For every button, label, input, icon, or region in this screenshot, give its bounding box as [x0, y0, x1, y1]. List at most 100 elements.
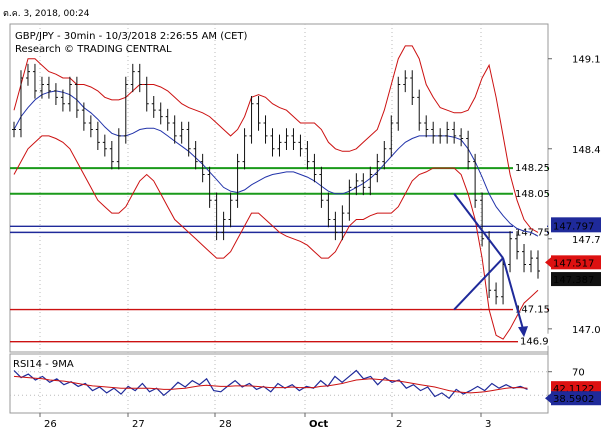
price-bar — [46, 76, 51, 99]
price-bar — [88, 115, 93, 138]
last-price-pointer — [545, 257, 551, 268]
forecast-arrow-head — [518, 326, 529, 338]
price-bar — [375, 153, 380, 183]
price-bar — [417, 89, 422, 131]
price-bar — [270, 128, 275, 157]
chart-title: GBP/JPY - 30min - 10/3/2018 2:26:55 AM (… — [15, 31, 248, 42]
chart-subtitle: Research © TRADING CENTRAL — [15, 44, 172, 55]
price-bar — [515, 231, 520, 260]
bollinger-lower-line — [13, 135, 539, 340]
price-bar — [95, 121, 100, 151]
price-bar — [389, 115, 394, 157]
price-bar — [74, 76, 79, 118]
level-label-2: 147.797 — [553, 221, 594, 232]
price-bar — [158, 102, 163, 125]
price-bar — [438, 128, 443, 144]
price-bar — [354, 173, 359, 196]
level-label-4: 147.15 — [515, 305, 550, 316]
price-bar — [256, 96, 261, 131]
y-tick-label-2: 147.7 — [572, 235, 601, 246]
price-bar — [536, 250, 540, 279]
price-bar — [32, 63, 37, 99]
bollinger-upper-line — [13, 45, 539, 233]
price-bar — [151, 96, 156, 118]
price-bar — [473, 153, 478, 208]
price-bar — [333, 211, 338, 241]
rsi-tick-label-0: 70 — [572, 368, 585, 379]
price-bar — [165, 108, 170, 131]
price-bar — [305, 141, 310, 170]
price-bar — [109, 141, 114, 170]
price-bar — [326, 192, 331, 228]
rsi-ma-value-box — [551, 391, 601, 406]
price-bar — [193, 141, 198, 170]
main-panel-frame — [9, 23, 549, 353]
price-bar — [130, 63, 135, 93]
price-bar — [172, 115, 177, 144]
x-tick-label-3: Oct — [309, 419, 328, 430]
rsi-value-label: 42.1122 — [553, 384, 594, 395]
level-label-1: 148.05 — [515, 189, 550, 200]
price-bar — [228, 192, 233, 228]
price-bar — [249, 96, 254, 144]
last-price-box — [551, 255, 601, 270]
price-bar — [25, 63, 30, 86]
y-tick-label-1: 148.4 — [572, 145, 601, 156]
price-bar — [102, 134, 107, 157]
price-bar — [522, 243, 527, 273]
last-price-label: 147.517 — [553, 258, 594, 269]
price-bar — [144, 76, 149, 112]
trendline-upper — [453, 193, 504, 259]
rsi-ma-line — [13, 375, 528, 394]
price-bar — [200, 153, 205, 183]
price-bar — [347, 179, 352, 221]
moving-average-line — [13, 90, 539, 237]
price-bar — [319, 166, 324, 208]
price-bar — [382, 141, 387, 170]
level-label-bg-4 — [513, 301, 547, 314]
price-bar — [221, 211, 226, 241]
price-bar — [12, 121, 16, 138]
price-bar — [529, 250, 534, 273]
rsi-title: RSI14 - 9MA — [13, 359, 74, 370]
price-bar — [81, 102, 86, 131]
level-label-bg-3 — [513, 224, 547, 237]
price-bar — [137, 63, 142, 93]
price-bar — [179, 121, 184, 144]
price-bar — [53, 83, 58, 106]
x-tick-label-4: 2 — [396, 419, 402, 430]
rsi-ma-pointer — [545, 393, 551, 404]
price-bar — [116, 128, 121, 170]
price-bar — [18, 70, 23, 138]
secondary-price-box — [551, 272, 601, 287]
price-bar — [452, 121, 457, 144]
level-label-bg-0 — [513, 160, 547, 173]
rsi-panel-frame — [9, 353, 549, 414]
price-bar — [312, 153, 317, 183]
y-tick-label-3: 147.0 — [572, 325, 601, 336]
price-bar — [263, 115, 268, 144]
price-bar — [459, 128, 464, 147]
x-tick-label-2: 28 — [219, 419, 232, 430]
price-bars — [12, 63, 540, 305]
price-bar — [480, 192, 485, 247]
rsi-ma-value-label: 38.5902 — [553, 394, 594, 405]
price-bar — [67, 76, 72, 112]
trendline-lower — [453, 257, 504, 311]
level-label-5: 146.9 — [520, 337, 549, 348]
rsi-line — [13, 369, 528, 400]
level-box-2 — [551, 217, 601, 233]
price-bar — [508, 231, 513, 273]
price-bar — [466, 130, 471, 170]
timestamp: ต.ค. 3, 2018, 00:24 — [3, 9, 90, 19]
price-bar — [277, 134, 282, 157]
level-label-bg-5 — [518, 333, 552, 346]
price-bar — [291, 128, 296, 151]
price-bar — [410, 70, 415, 106]
price-bar — [186, 121, 191, 157]
level-label-0: 148.25 — [515, 163, 550, 174]
x-tick-label-0: 26 — [44, 419, 57, 430]
price-bar — [284, 128, 289, 151]
price-bar — [123, 76, 128, 144]
